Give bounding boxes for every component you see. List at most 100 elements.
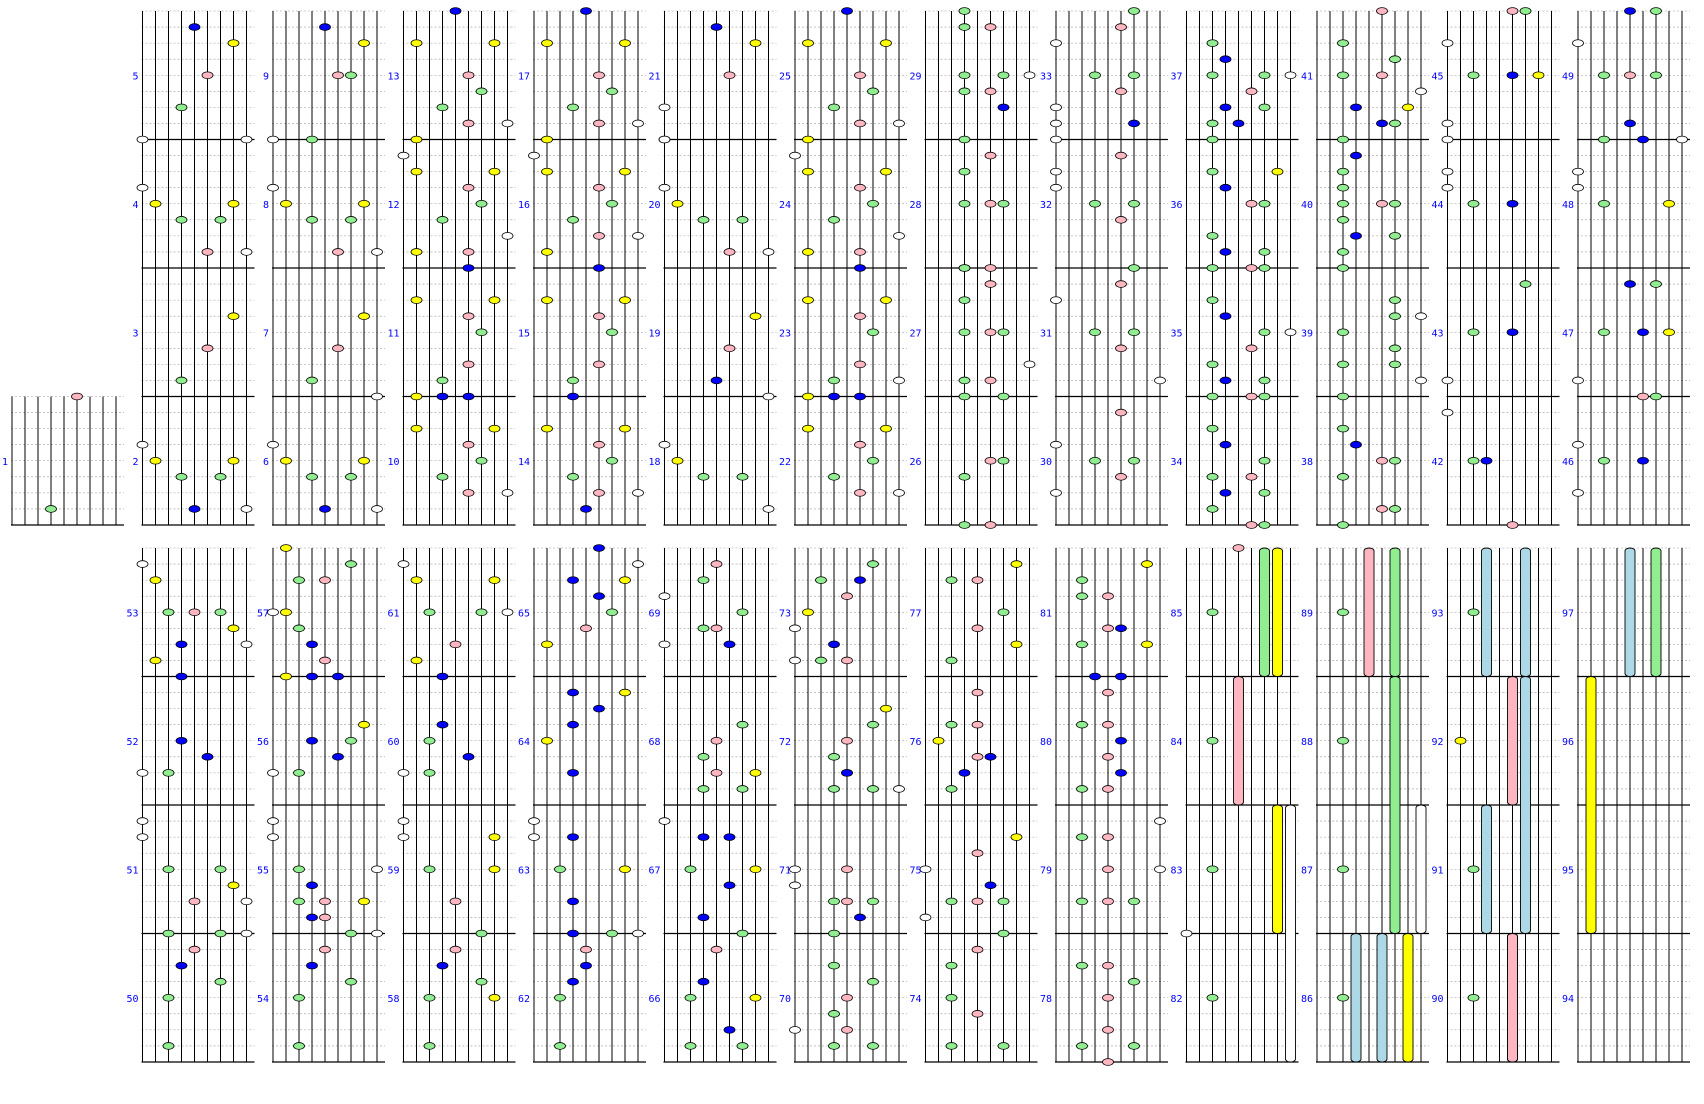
measure-number: 63 bbox=[518, 865, 530, 876]
measure-number: 97 bbox=[1562, 608, 1574, 619]
measure-number: 54 bbox=[257, 994, 269, 1005]
measure-number: 1 bbox=[2, 457, 8, 468]
note-green bbox=[1128, 199, 1140, 208]
note-green bbox=[1128, 977, 1140, 986]
note-pink bbox=[462, 360, 475, 369]
note-green bbox=[997, 897, 1010, 906]
note-green bbox=[436, 473, 449, 481]
note-green bbox=[1337, 473, 1349, 481]
note-green bbox=[293, 769, 305, 777]
note-pink bbox=[332, 248, 344, 256]
note-green bbox=[345, 473, 357, 481]
note-green bbox=[475, 199, 488, 208]
note-blue bbox=[723, 1026, 736, 1034]
note-yellow bbox=[1010, 560, 1023, 568]
note-green bbox=[475, 977, 488, 986]
note-pink bbox=[1115, 473, 1127, 481]
note-green bbox=[1467, 865, 1480, 874]
note-green bbox=[1089, 328, 1101, 337]
note-white bbox=[240, 135, 253, 144]
note-pink bbox=[984, 264, 997, 272]
note-green bbox=[867, 328, 879, 337]
note-yellow bbox=[410, 167, 423, 176]
note-white bbox=[893, 489, 905, 497]
note-green bbox=[1128, 897, 1140, 906]
note-yellow bbox=[358, 199, 370, 208]
note-pink bbox=[462, 440, 475, 449]
note-pink bbox=[201, 71, 214, 80]
measure-number: 84 bbox=[1170, 737, 1182, 748]
note-pink bbox=[984, 199, 997, 208]
sustain-lightblue bbox=[1350, 933, 1362, 1063]
note-pink bbox=[593, 440, 605, 449]
note-blue bbox=[1219, 55, 1232, 63]
note-yellow bbox=[1532, 71, 1545, 80]
note-white bbox=[397, 560, 410, 568]
measure-number: 96 bbox=[1562, 737, 1574, 748]
note-green bbox=[1337, 183, 1349, 192]
note-green bbox=[345, 216, 357, 224]
note-yellow bbox=[802, 135, 814, 144]
measure-number: 81 bbox=[1040, 608, 1052, 619]
note-green bbox=[1598, 135, 1610, 144]
note-blue bbox=[723, 833, 736, 841]
note-green bbox=[1076, 1042, 1088, 1050]
note-blue bbox=[1219, 183, 1232, 192]
note-yellow bbox=[227, 312, 240, 320]
note-white bbox=[893, 376, 905, 385]
note-blue bbox=[567, 769, 579, 777]
note-blue bbox=[984, 881, 997, 890]
measure-number: 22 bbox=[779, 457, 791, 468]
note-blue bbox=[1219, 248, 1232, 256]
note-blue bbox=[1128, 119, 1140, 128]
note-green bbox=[423, 865, 436, 874]
note-yellow bbox=[358, 720, 370, 729]
note-green bbox=[345, 929, 357, 938]
note-green bbox=[1258, 376, 1271, 385]
note-yellow bbox=[802, 424, 814, 433]
note-green bbox=[436, 103, 449, 112]
note-yellow bbox=[410, 392, 423, 401]
note-green bbox=[1258, 328, 1271, 337]
note-green bbox=[697, 216, 710, 224]
note-white bbox=[632, 560, 644, 568]
measure-number: 4 bbox=[132, 200, 138, 211]
note-white bbox=[1050, 119, 1062, 128]
note-blue bbox=[854, 576, 866, 584]
note-green bbox=[997, 1042, 1010, 1050]
note-green bbox=[1258, 489, 1271, 497]
note-pink bbox=[1115, 408, 1127, 417]
note-green bbox=[1258, 71, 1271, 80]
measure-number: 75 bbox=[909, 865, 921, 876]
note-green bbox=[1337, 360, 1349, 369]
note-green bbox=[958, 23, 971, 31]
measure-number: 37 bbox=[1170, 71, 1182, 82]
note-blue bbox=[697, 833, 710, 841]
measure-number: 40 bbox=[1301, 200, 1313, 211]
note-yellow bbox=[619, 39, 631, 47]
note-green bbox=[306, 135, 318, 144]
note-pink bbox=[984, 280, 997, 288]
note-white bbox=[1572, 489, 1584, 497]
note-pink bbox=[1506, 7, 1519, 15]
measure-number: 57 bbox=[257, 608, 269, 619]
note-green bbox=[1089, 71, 1101, 80]
note-yellow bbox=[541, 296, 553, 304]
note-pink bbox=[971, 688, 984, 697]
note-green bbox=[606, 328, 618, 337]
note-green bbox=[697, 753, 710, 761]
note-white bbox=[1572, 440, 1584, 449]
note-pink bbox=[1115, 216, 1127, 224]
note-white bbox=[1050, 440, 1062, 449]
note-green bbox=[1258, 199, 1271, 208]
note-green bbox=[828, 897, 840, 906]
note-blue bbox=[1506, 328, 1519, 337]
note-blue bbox=[593, 704, 605, 713]
note-blue bbox=[462, 264, 475, 272]
note-yellow bbox=[802, 392, 814, 401]
note-blue bbox=[567, 897, 579, 906]
note-pink bbox=[1245, 392, 1258, 401]
note-blue bbox=[984, 753, 997, 761]
note-pink bbox=[449, 945, 462, 954]
note-blue bbox=[1219, 440, 1232, 449]
